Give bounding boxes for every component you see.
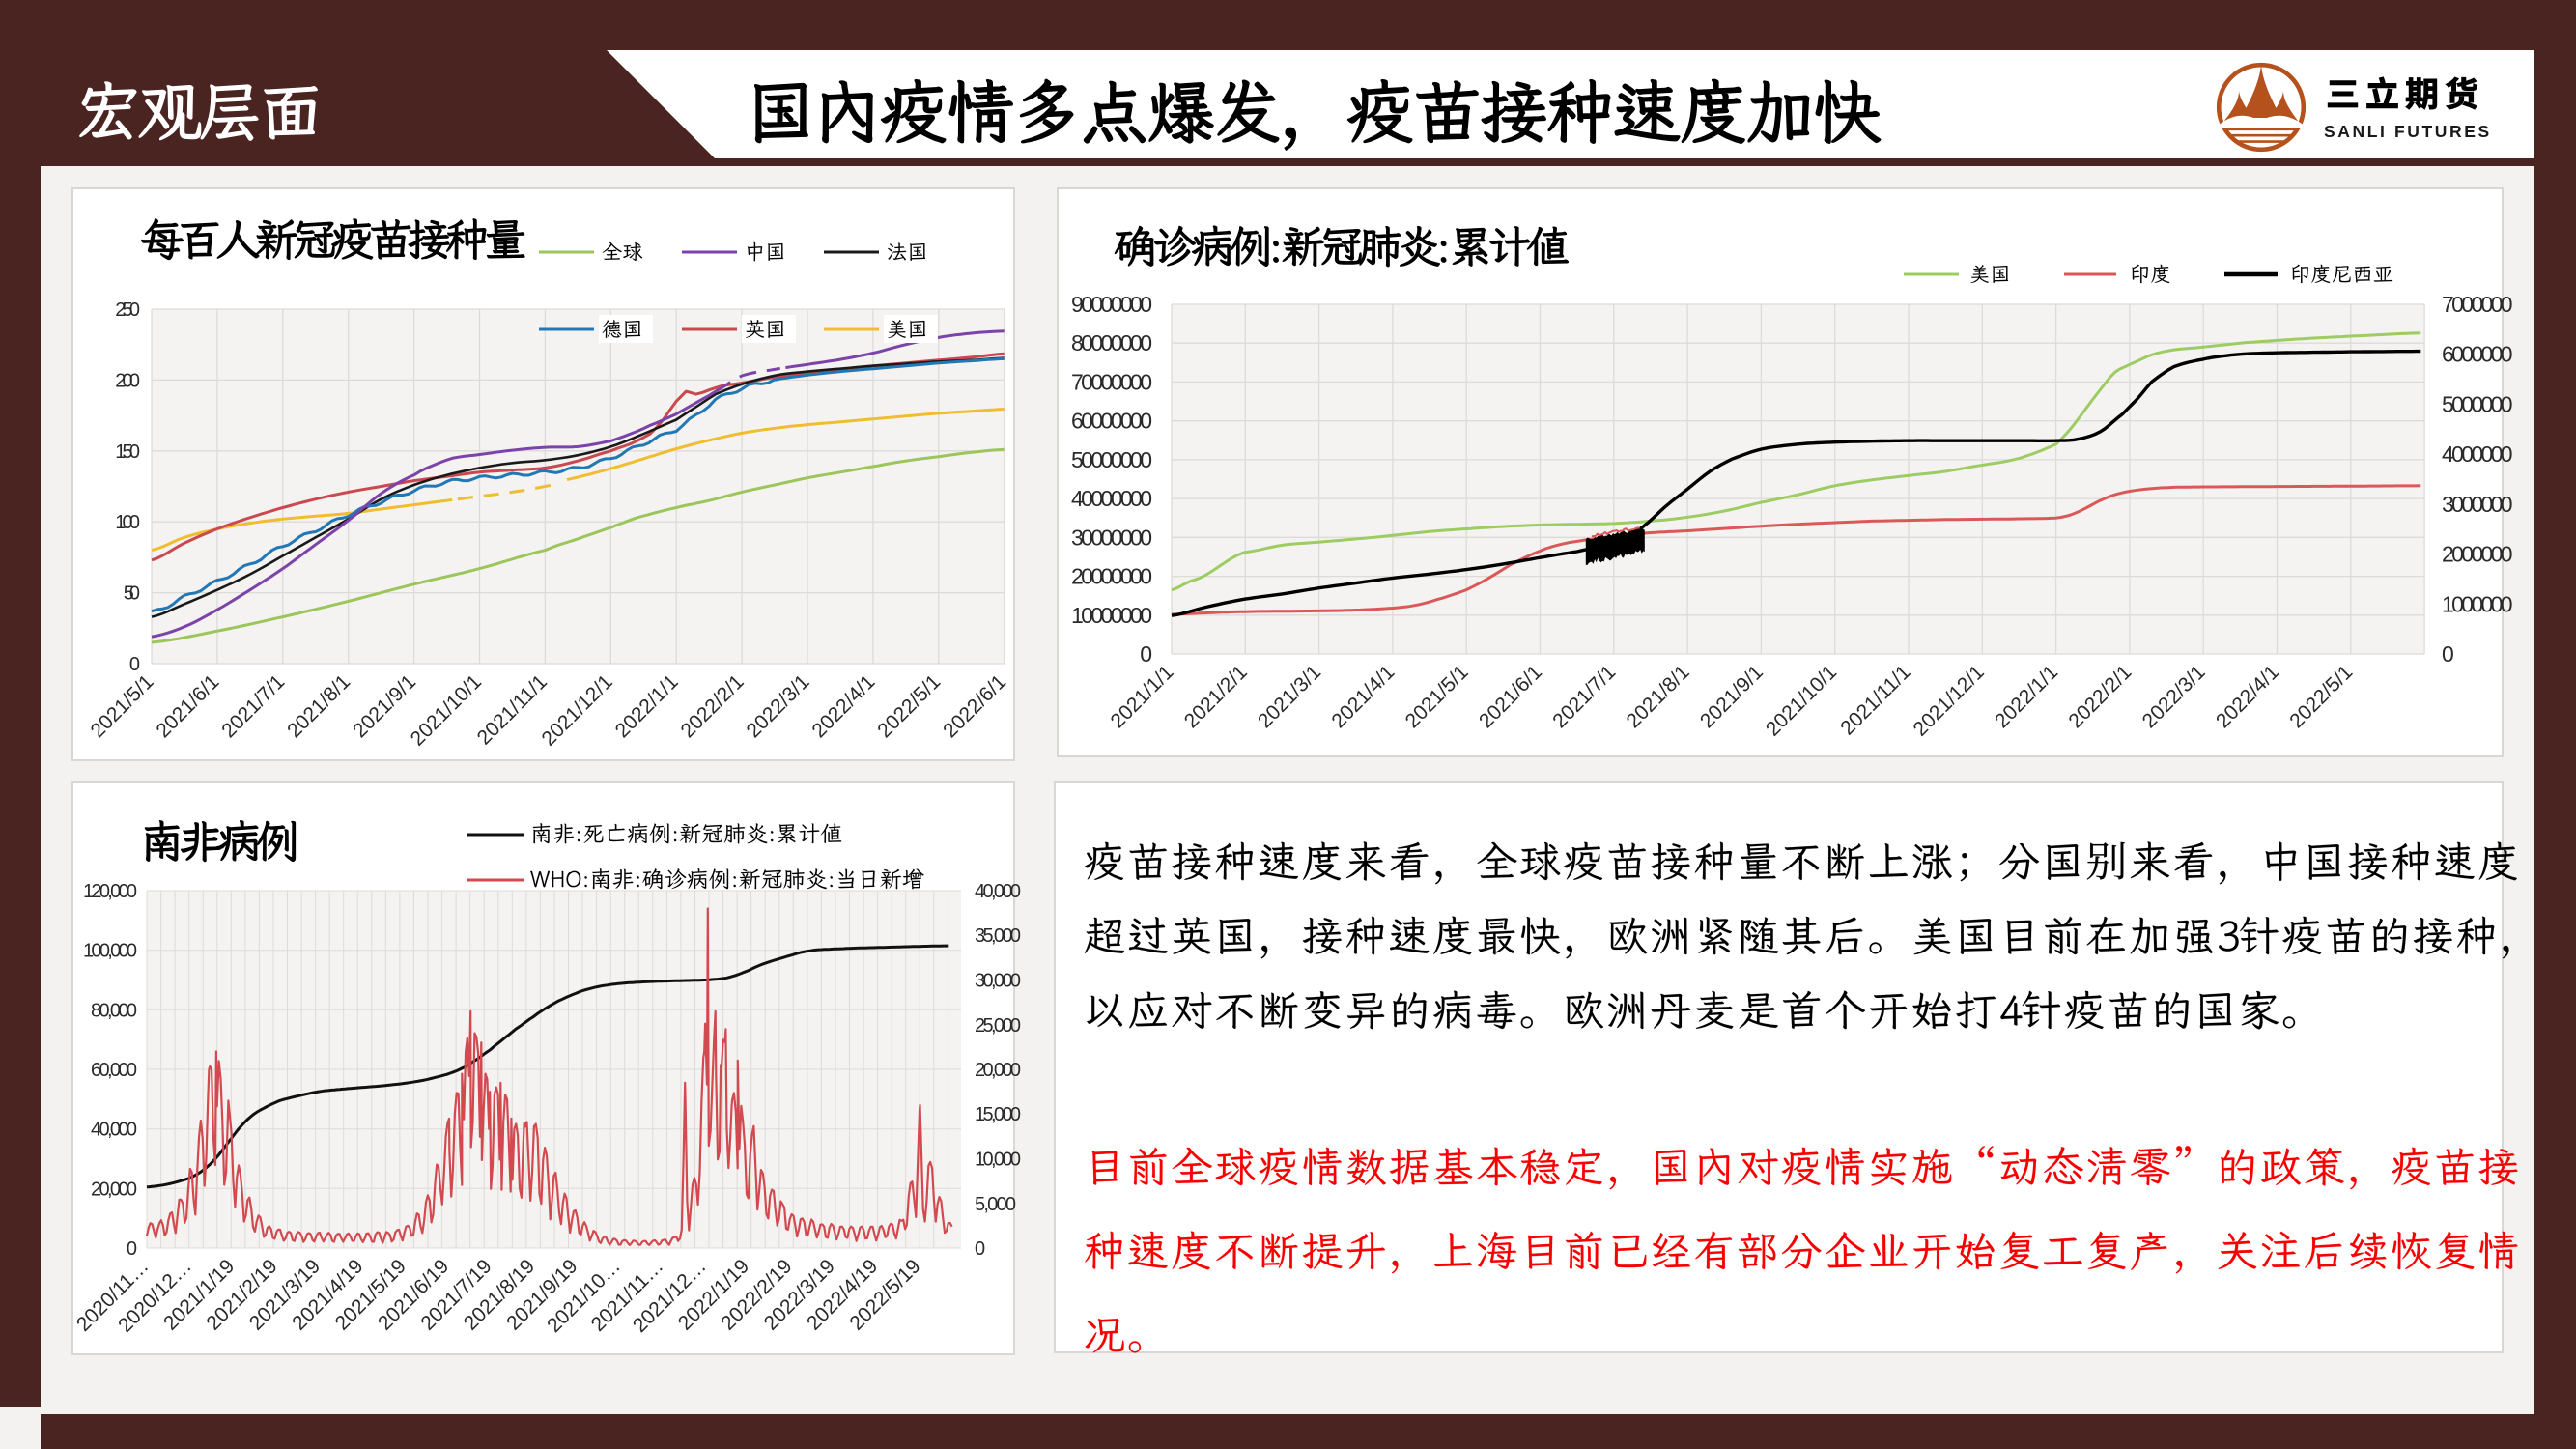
svg-text:0: 0 [129, 654, 140, 675]
svg-text:10000000: 10000000 [1071, 603, 1152, 628]
svg-text:0: 0 [127, 1238, 137, 1260]
svg-text:20,000: 20,000 [91, 1179, 137, 1200]
svg-text:3000000: 3000000 [2442, 492, 2513, 517]
svg-text:60,000: 60,000 [91, 1060, 137, 1081]
svg-text:60000000: 60000000 [1071, 409, 1152, 434]
svg-text:5000000: 5000000 [2442, 391, 2513, 416]
svg-text:120,000: 120,000 [83, 881, 137, 902]
svg-text:150: 150 [115, 441, 140, 463]
svg-text:15,000: 15,000 [975, 1104, 1021, 1125]
svg-text:50: 50 [124, 583, 140, 605]
svg-text:2000000: 2000000 [2442, 542, 2513, 567]
svg-text:70000000: 70000000 [1071, 369, 1152, 394]
svg-text:80000000: 80000000 [1071, 330, 1152, 355]
svg-text:7000000: 7000000 [2442, 292, 2513, 317]
svg-text:1000000: 1000000 [2442, 591, 2513, 616]
svg-text:100: 100 [115, 512, 140, 533]
svg-text:200: 200 [115, 370, 140, 391]
svg-text:100,000: 100,000 [83, 941, 137, 962]
svg-text:40,000: 40,000 [975, 881, 1021, 902]
svg-text:6000000: 6000000 [2442, 342, 2513, 367]
svg-text:25,000: 25,000 [975, 1015, 1021, 1037]
svg-text:0: 0 [1140, 641, 1152, 667]
svg-text:20,000: 20,000 [975, 1060, 1021, 1081]
svg-text:0: 0 [2442, 641, 2454, 667]
svg-text:90000000: 90000000 [1071, 292, 1152, 317]
svg-text:5,000: 5,000 [975, 1194, 1016, 1215]
svg-text:40,000: 40,000 [91, 1120, 137, 1141]
svg-text:30000000: 30000000 [1071, 525, 1152, 550]
svg-text:35,000: 35,000 [975, 925, 1021, 947]
svg-text:30,000: 30,000 [975, 971, 1021, 992]
svg-text:40000000: 40000000 [1071, 486, 1152, 511]
svg-text:4000000: 4000000 [2442, 441, 2513, 467]
svg-text:0: 0 [975, 1238, 985, 1260]
svg-text:250: 250 [115, 299, 140, 321]
svg-text:80,000: 80,000 [91, 1000, 137, 1021]
svg-text:SANLI FUTURES: SANLI FUTURES [2324, 122, 2492, 141]
svg-text:50000000: 50000000 [1071, 447, 1152, 472]
svg-text:10,000: 10,000 [975, 1150, 1021, 1171]
svg-text:20000000: 20000000 [1071, 564, 1152, 589]
